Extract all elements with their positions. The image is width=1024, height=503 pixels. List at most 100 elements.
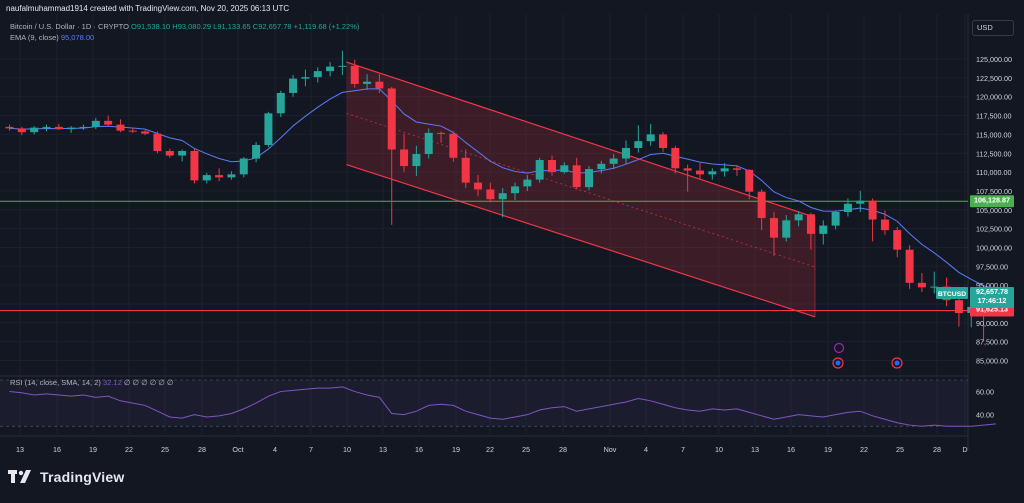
candle-body[interactable] — [683, 168, 692, 171]
time-tick-label: 13 — [379, 445, 387, 454]
candle-body[interactable] — [498, 193, 507, 200]
flash-marker-icon[interactable] — [833, 342, 845, 354]
candle-body[interactable] — [819, 225, 828, 234]
candle-body[interactable] — [609, 158, 618, 164]
candle-body[interactable] — [535, 160, 544, 180]
candle-body[interactable] — [634, 141, 643, 148]
candle-body[interactable] — [264, 113, 273, 145]
candle-body[interactable] — [375, 81, 384, 89]
candle-body[interactable] — [141, 131, 150, 134]
event-marker-dot — [835, 360, 841, 366]
candle-body[interactable] — [437, 132, 446, 134]
candle-body[interactable] — [720, 168, 729, 172]
channel-lower-line[interactable] — [346, 163, 816, 318]
candle-body[interactable] — [202, 175, 211, 181]
candle-body[interactable] — [560, 165, 569, 173]
candle-body[interactable] — [597, 163, 606, 170]
candle-body[interactable] — [794, 214, 803, 221]
candle-body[interactable] — [461, 157, 470, 183]
candle-body[interactable] — [153, 133, 162, 151]
rsi-tick-label: 60.00 — [976, 388, 994, 397]
candle-body[interactable] — [806, 214, 815, 234]
candle-body[interactable] — [42, 126, 51, 128]
resistance-price-text: 106,128.87 — [974, 195, 1010, 204]
candle-body[interactable] — [276, 92, 285, 114]
candle-body[interactable] — [350, 65, 359, 84]
candle-body[interactable] — [400, 149, 409, 167]
candle-body[interactable] — [67, 127, 76, 130]
candle-body[interactable] — [658, 134, 667, 148]
candle-body[interactable] — [190, 150, 199, 181]
candle-body[interactable] — [757, 191, 766, 219]
candle-body[interactable] — [227, 174, 236, 178]
price-tick-label: 120,000.00 — [976, 93, 1012, 102]
candle-body[interactable] — [572, 165, 581, 188]
candle-body[interactable] — [301, 77, 310, 79]
candle-body[interactable] — [486, 189, 495, 200]
candle-body[interactable] — [769, 218, 778, 238]
candle-body[interactable] — [782, 220, 791, 238]
candle-body[interactable] — [511, 186, 520, 194]
rsi-line[interactable] — [9, 386, 996, 427]
candle-body[interactable] — [165, 150, 174, 156]
candle-body[interactable] — [128, 130, 137, 132]
candle-body[interactable] — [523, 179, 532, 187]
candle-body[interactable] — [17, 128, 26, 133]
price-tick-label: 97,500.00 — [976, 262, 1008, 271]
candle-body[interactable] — [116, 124, 125, 131]
candle-body[interactable] — [843, 203, 852, 213]
candle-body[interactable] — [880, 219, 889, 231]
candle-body[interactable] — [622, 147, 630, 159]
price-tick-label: 125,000.00 — [976, 55, 1012, 64]
candle-body[interactable] — [178, 150, 187, 156]
candle-body[interactable] — [363, 81, 372, 84]
candle-body[interactable] — [745, 169, 754, 192]
candle-body[interactable] — [548, 160, 557, 173]
candle-body[interactable] — [239, 158, 248, 175]
candle-body[interactable] — [30, 127, 39, 133]
candle-body[interactable] — [646, 134, 655, 142]
time-tick-label: 19 — [824, 445, 832, 454]
candle-body[interactable] — [732, 168, 741, 170]
candle-body[interactable] — [412, 154, 421, 167]
candle-body[interactable] — [893, 230, 902, 250]
candle-body[interactable] — [585, 169, 594, 188]
candle-body[interactable] — [104, 120, 113, 125]
candle-body[interactable] — [831, 212, 840, 226]
time-tick-label: Oct — [232, 445, 243, 454]
candle-body[interactable] — [313, 71, 322, 78]
candle-body[interactable] — [5, 126, 14, 129]
currency-button[interactable]: USD — [972, 20, 1014, 36]
candle-body[interactable] — [252, 144, 261, 159]
rsi-extra: ∅ ∅ ∅ ∅ ∅ ∅ — [123, 378, 174, 387]
time-tick-label: 13 — [16, 445, 24, 454]
ema-label: EMA (9, close) — [10, 33, 59, 42]
tradingview-logo[interactable]: TradingView — [8, 469, 124, 485]
candle-body[interactable] — [387, 88, 396, 150]
time-tick-label: 13 — [751, 445, 759, 454]
ema-line[interactable] — [9, 88, 997, 290]
time-tick-label: 28 — [559, 445, 567, 454]
candle-body[interactable] — [905, 249, 914, 283]
candle-body[interactable] — [91, 120, 100, 127]
candle-body[interactable] — [917, 282, 926, 288]
candle-body[interactable] — [449, 133, 458, 158]
candle-body[interactable] — [289, 78, 298, 93]
candle-body[interactable] — [856, 200, 865, 204]
candle-body[interactable] — [930, 286, 939, 288]
candle-body[interactable] — [954, 300, 963, 313]
price-tick-label: 122,500.00 — [976, 74, 1012, 83]
candle-body[interactable] — [54, 126, 63, 130]
candle-body[interactable] — [695, 170, 704, 175]
candle-body[interactable] — [424, 132, 433, 155]
candle-body[interactable] — [868, 200, 877, 220]
candle-body[interactable] — [326, 66, 335, 72]
channel-upper-line[interactable] — [346, 61, 816, 218]
candle-body[interactable] — [79, 126, 88, 128]
candle-body[interactable] — [474, 182, 483, 190]
candle-body[interactable] — [671, 147, 680, 169]
candle-body[interactable] — [215, 175, 224, 178]
candle-body[interactable] — [338, 65, 347, 67]
candle-body[interactable] — [708, 171, 717, 175]
